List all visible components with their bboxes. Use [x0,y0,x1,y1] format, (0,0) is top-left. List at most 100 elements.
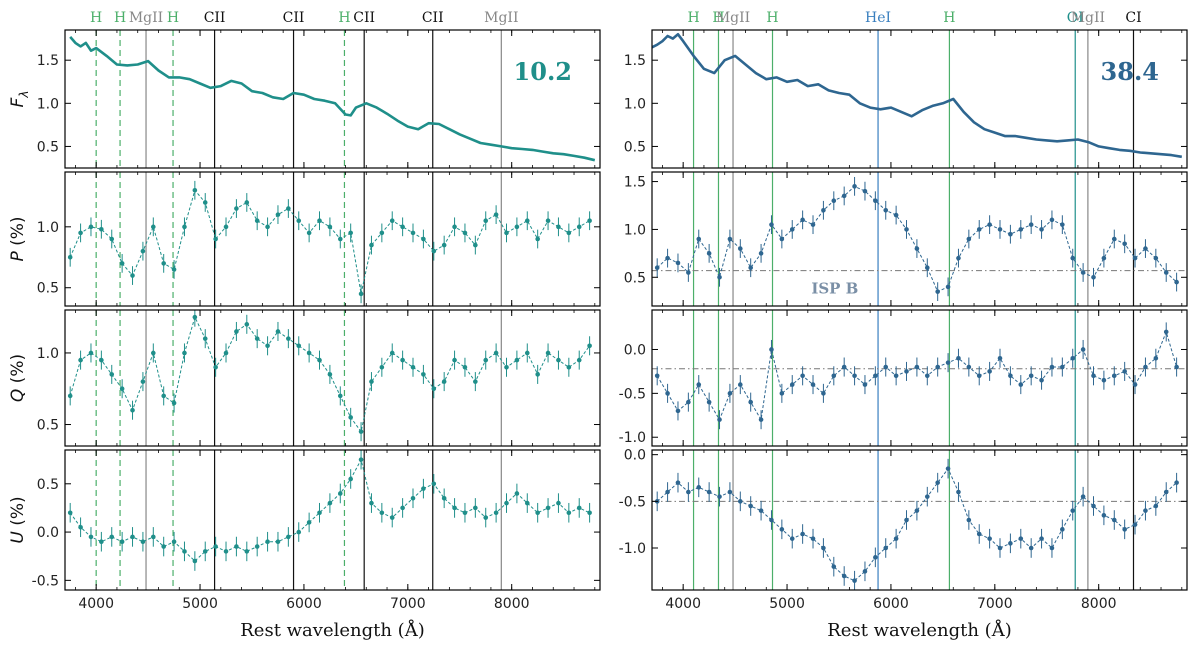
data-point [893,536,899,541]
y-tick-label: 0.0 [624,448,646,464]
data-point [904,227,909,232]
data-point [566,510,572,516]
data-point [717,417,722,422]
line-id-label: CII [204,10,226,26]
line-id-label: CII [283,10,305,26]
data-point [171,539,177,545]
data-point [462,364,468,370]
data-point [748,399,753,405]
data-point [576,224,582,230]
data-point [483,218,489,224]
line-id-label: CII [422,10,444,26]
data-point [317,218,322,224]
data-point [748,503,753,509]
data-point [88,350,94,356]
data-point [1028,545,1034,551]
data-point [914,364,920,370]
data-point [161,261,166,266]
data-point [748,265,753,271]
x-tick-label: 6000 [286,596,322,612]
x-tick-label: 5000 [769,596,805,612]
data-point [1049,364,1055,370]
data-point [966,364,972,370]
data-point [192,558,198,564]
data-point [862,569,868,574]
data-point [545,505,551,511]
data-point [1091,274,1096,280]
y-axis-label-sub: (%) [8,216,28,251]
data-point [275,329,281,334]
data-point [1122,241,1127,247]
data-point [821,207,826,213]
data-point [473,242,478,248]
panel-frame [651,449,1188,591]
data-point [421,236,426,242]
data-point [1153,255,1159,261]
line-id-label: MgII [129,10,163,26]
data-point [1049,545,1055,551]
data-point [1018,227,1024,232]
data-point [192,314,198,320]
data-point [109,372,115,377]
y-axis-label-sub: (%) [8,496,28,531]
data-point [389,350,395,356]
data-point [493,350,499,356]
data-point [779,527,785,532]
data-point [576,357,582,363]
data-point [1101,377,1107,383]
line-id-label: H [90,10,102,26]
data-point [675,408,681,414]
data-point [140,379,146,384]
data-point [431,386,437,392]
data-point [223,350,229,356]
y-tick-label: -0.5 [32,573,59,589]
data-point [400,505,405,511]
chart-column-1: H H MgII H CII CII H CII CII MgII0.51.01.5Fλ10.20… [8,10,601,641]
data-point [665,255,670,261]
data-point [514,491,520,496]
data-point [1039,377,1044,383]
data-point [665,489,670,495]
y-axis-label: Q (%) [8,354,28,402]
data-point [997,355,1003,361]
data-point [317,357,322,363]
panel-1-1: 0.5 1.0 1.5 Fλ 10.2 [8,29,601,169]
y-tick-label: 0.5 [37,139,59,155]
panel-frame [651,29,1188,169]
data-point [130,407,135,413]
data-point [78,524,83,530]
data-point [1070,508,1076,513]
data-point [665,391,670,396]
data-point [810,222,816,227]
data-point [758,508,764,513]
data-point [1163,489,1169,495]
panel-1-3: 0.5 1.0 Q (%) [8,309,601,447]
y-tick-label: 1.0 [37,346,59,362]
line-id-label: MgII [1071,10,1105,26]
data-point [576,505,582,511]
data-point [202,200,208,205]
x-tick-label: 5000 [182,596,218,612]
data-point [1008,231,1013,237]
data-point [841,573,847,579]
data-point [1008,541,1013,546]
data-point [462,510,468,516]
y-tick-label: 1.5 [624,175,646,191]
data-point [914,246,920,251]
data-point [182,350,187,356]
data-point [88,224,94,230]
data-point [452,505,457,511]
data-point [493,212,499,217]
data-point [675,260,681,266]
x-axis-label: Rest wavelength (Å) [827,619,1011,641]
data-point [119,261,125,266]
data-point [883,545,889,551]
data-point [182,549,187,554]
data-point [1153,355,1159,361]
line-id-label: H [943,10,955,26]
data-series [654,176,1179,302]
y-axis-label: P (%) [8,216,28,261]
data-point [717,494,722,499]
